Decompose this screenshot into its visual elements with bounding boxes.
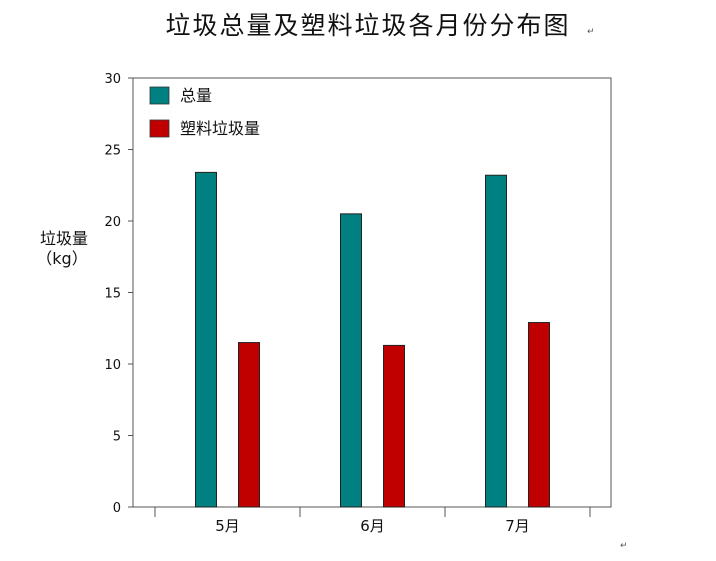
- bar-plastic: [238, 342, 260, 508]
- legend-label-total: 总量: [180, 86, 212, 105]
- bars-group: [195, 171, 550, 508]
- legend-swatch-plastic: [149, 119, 170, 138]
- bar-total: [195, 171, 217, 508]
- bar-total: [340, 213, 362, 508]
- title-paragraph-mark: ↵: [587, 27, 595, 37]
- y-axis-label-line1: 垃圾量: [40, 229, 88, 248]
- bar-plastic: [528, 322, 550, 508]
- bar-plastic: [383, 344, 405, 508]
- legend-swatch-total: [149, 86, 170, 105]
- legend-label-plastic: 塑料垃圾量: [180, 119, 260, 138]
- footer-paragraph-mark: ↵: [620, 541, 628, 551]
- y-tick-label: 15: [104, 287, 121, 302]
- bar-total: [485, 174, 507, 508]
- y-tick-label: 0: [113, 501, 121, 516]
- y-axis: 0 5 10 15 20 25 30: [104, 72, 133, 516]
- x-tick-label: 5月: [215, 517, 240, 535]
- x-axis: 5月 6月 7月: [154, 507, 591, 535]
- legend: 总量 塑料垃圾量: [149, 86, 260, 138]
- y-tick-label: 25: [104, 144, 121, 159]
- y-axis-label-line2: （kg）: [36, 249, 87, 268]
- x-tick-label: 6月: [360, 517, 385, 535]
- y-tick-label: 20: [104, 215, 121, 230]
- y-tick-label: 10: [104, 358, 121, 373]
- x-tick-label: 7月: [505, 517, 530, 535]
- y-tick-label: 30: [104, 72, 121, 87]
- y-tick-label: 5: [113, 430, 121, 445]
- chart-title: 垃圾总量及塑料垃圾各月份分布图: [165, 11, 570, 40]
